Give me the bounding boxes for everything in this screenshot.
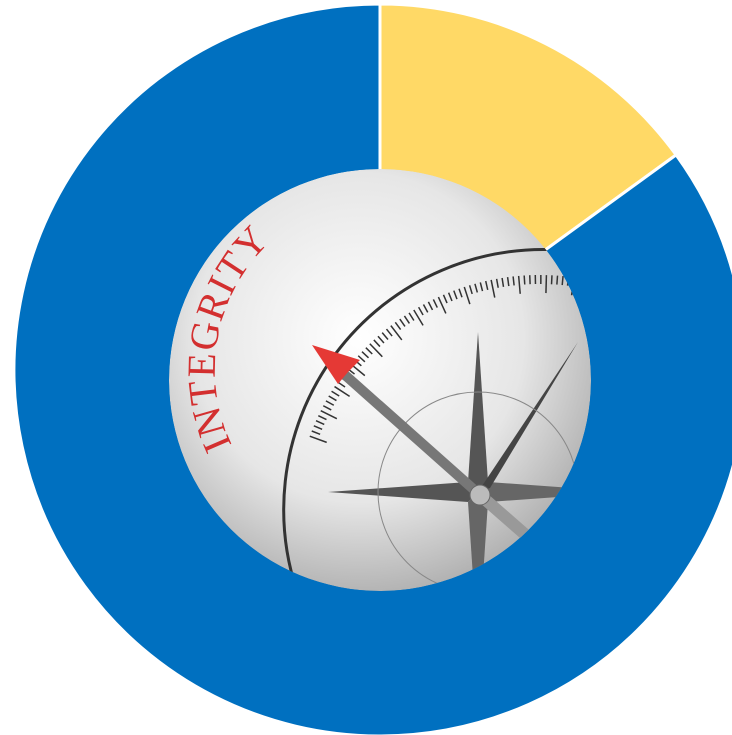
dial-tick xyxy=(458,288,463,298)
dial-tick xyxy=(501,277,505,287)
needle xyxy=(341,371,484,499)
dial-tick xyxy=(325,400,335,406)
dial-tick xyxy=(413,309,424,326)
dial-tick xyxy=(328,395,337,402)
dial-tick xyxy=(453,290,458,300)
dial-tick xyxy=(427,301,434,311)
dial-tick xyxy=(334,385,351,397)
dial-tick xyxy=(320,410,338,420)
dial-tick xyxy=(373,339,381,348)
dial-tick xyxy=(447,292,453,302)
dial-tick xyxy=(468,285,473,295)
dial-tick xyxy=(506,277,510,287)
dial-tick xyxy=(484,280,489,291)
dial-tick xyxy=(365,347,373,355)
needle-pivot xyxy=(469,484,491,506)
dial-tick xyxy=(309,435,327,444)
dial-tick xyxy=(369,343,383,358)
dial-tick xyxy=(313,425,323,430)
dial-tick xyxy=(311,430,321,435)
dial-tick xyxy=(422,304,429,313)
dial-tick xyxy=(377,335,385,344)
dial-tick xyxy=(357,355,366,363)
dial-tick xyxy=(390,325,403,341)
dial-tick xyxy=(512,276,515,286)
dial-tick xyxy=(556,275,559,285)
dial-tick xyxy=(417,306,424,316)
dial-tick xyxy=(463,286,471,305)
dial-tick xyxy=(408,312,415,321)
dial-tick xyxy=(523,275,526,285)
dial-tick xyxy=(315,420,325,426)
dial-tick xyxy=(331,390,340,397)
dial-tick xyxy=(403,315,411,324)
dial-tick xyxy=(437,296,447,314)
dial-tick xyxy=(495,278,499,288)
dial-tick xyxy=(385,328,393,337)
dial-tick xyxy=(399,318,406,327)
dial-tick xyxy=(479,282,484,292)
dial-tick xyxy=(381,332,389,340)
center-image: INTEGRITY xyxy=(169,169,591,591)
dial-ticks xyxy=(309,274,591,444)
dial-tick xyxy=(442,294,448,304)
dial-tick xyxy=(394,321,402,331)
dial-tick xyxy=(561,276,564,286)
dial-tick xyxy=(490,279,496,298)
dial-tick xyxy=(474,283,479,293)
dial-tick xyxy=(432,299,438,308)
dial-tick xyxy=(361,351,370,359)
dial-tick xyxy=(322,405,332,411)
dial-tick xyxy=(317,415,327,421)
dial-tick xyxy=(517,275,521,294)
needle-arrow xyxy=(312,345,360,384)
